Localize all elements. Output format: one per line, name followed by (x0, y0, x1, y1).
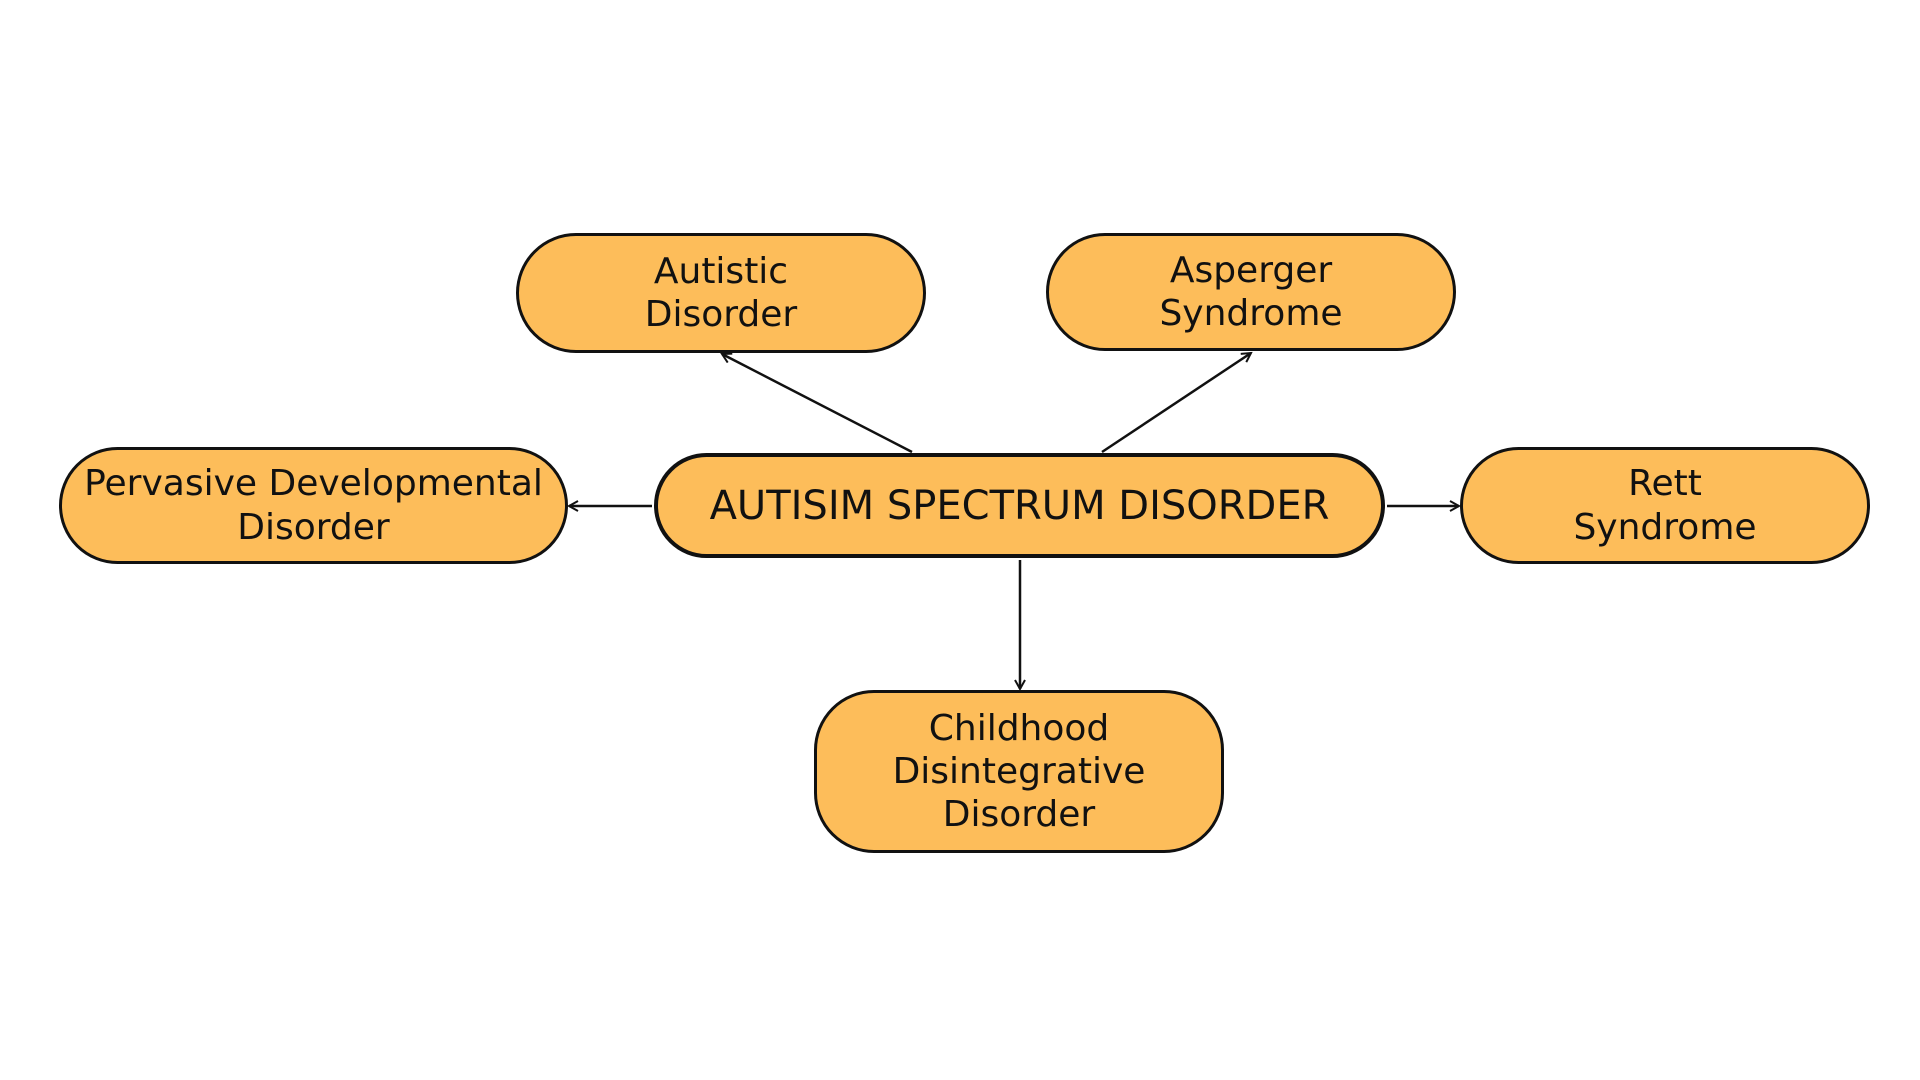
node-label: Rett Syndrome (1573, 462, 1756, 548)
node-pervasive-developmental-disorder: Pervasive Developmental Disorder (59, 447, 568, 564)
node-label-line: Autistic (653, 250, 789, 292)
node-label-line: Syndrome (1573, 506, 1757, 548)
node-autistic-disorder: Autistic Disorder (516, 233, 926, 353)
arrow-to-asperger (1101, 353, 1251, 454)
node-label-line: Rett (1628, 463, 1702, 505)
node-label: Asperger Syndrome (1159, 249, 1342, 335)
node-label-line: Disorder (942, 794, 1096, 836)
node-label-line: Disorder (237, 506, 390, 548)
node-autism-spectrum-disorder: AUTISIM SPECTRUM DISORDER (654, 453, 1385, 558)
node-childhood-disintegrative-disorder: Childhood Disintegrative Disorder (814, 690, 1224, 853)
node-label-line: Disorder (644, 294, 798, 335)
node-label: AUTISIM SPECTRUM DISORDER (709, 482, 1330, 529)
node-label: Childhood Disintegrative Disorder (893, 707, 1146, 837)
node-label-line: Pervasive Developmental (84, 463, 543, 505)
arrow-to-autistic (722, 354, 913, 454)
node-label-line: Asperger (1169, 249, 1333, 291)
node-asperger-syndrome: Asperger Syndrome (1046, 233, 1456, 351)
node-label: Pervasive Developmental Disorder (84, 462, 543, 548)
node-rett-syndrome: Rett Syndrome (1460, 447, 1870, 564)
node-label: Autistic Disorder (645, 250, 797, 336)
node-label-line: Syndrome (1159, 293, 1343, 334)
node-label-line: Childhood (928, 707, 1110, 749)
node-label-line: Disintegrative (892, 750, 1146, 792)
